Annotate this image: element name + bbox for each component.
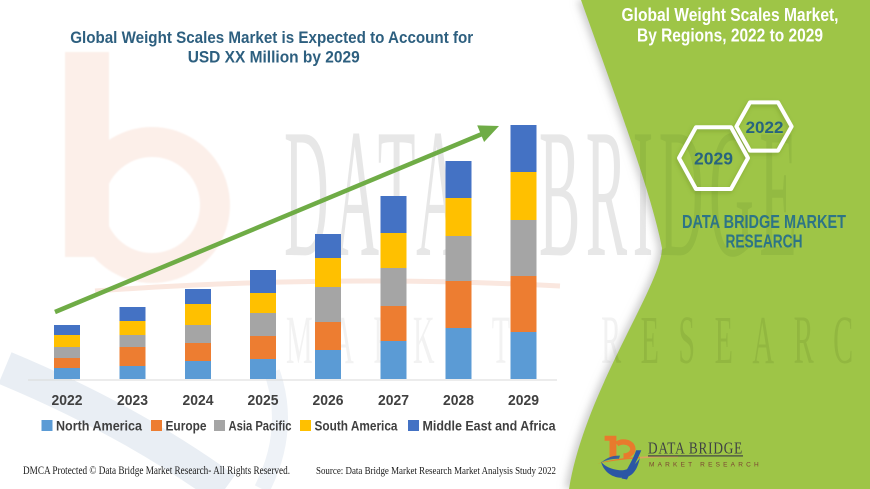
svg-text:USD XX Million by 2029: USD XX Million by 2029 xyxy=(188,49,360,67)
svg-text:Global Weight Scales Market,: Global Weight Scales Market, xyxy=(622,5,839,25)
svg-text:Global Weight Scales Market is: Global Weight Scales Market is Expected … xyxy=(70,29,474,47)
svg-text:DMCA Protected © Data Bridge M: DMCA Protected © Data Bridge Market Rese… xyxy=(23,463,290,477)
svg-text:2026: 2026 xyxy=(313,392,344,409)
svg-text:Europe: Europe xyxy=(166,419,207,434)
svg-text:2023: 2023 xyxy=(117,392,148,409)
svg-text:2028: 2028 xyxy=(443,392,474,409)
svg-text:Middle East and Africa: Middle East and Africa xyxy=(423,419,556,434)
svg-text:2024: 2024 xyxy=(183,392,215,409)
svg-text:South America: South America xyxy=(315,419,398,434)
svg-text:Source: Data Bridge Market Res: Source: Data Bridge Market Research Mark… xyxy=(316,465,556,477)
svg-text:2027: 2027 xyxy=(378,392,409,409)
svg-text:2022: 2022 xyxy=(746,118,784,137)
svg-text:2025: 2025 xyxy=(248,392,279,409)
svg-text:2029: 2029 xyxy=(694,149,733,169)
svg-text:North America: North America xyxy=(56,419,142,434)
svg-text:DATA BRIDGE: DATA BRIDGE xyxy=(648,439,743,458)
svg-text:By Regions, 2022 to 2029: By Regions, 2022 to 2029 xyxy=(637,26,823,46)
svg-text:2022: 2022 xyxy=(52,392,83,409)
svg-text:2029: 2029 xyxy=(508,392,539,409)
svg-text:DATA BRIDGE MARKET: DATA BRIDGE MARKET xyxy=(682,212,846,232)
svg-text:RESEARCH: RESEARCH xyxy=(726,232,803,252)
svg-text:Asia Pacific: Asia Pacific xyxy=(229,419,292,434)
svg-text:MARKET RESEARCH: MARKET RESEARCH xyxy=(649,462,762,469)
